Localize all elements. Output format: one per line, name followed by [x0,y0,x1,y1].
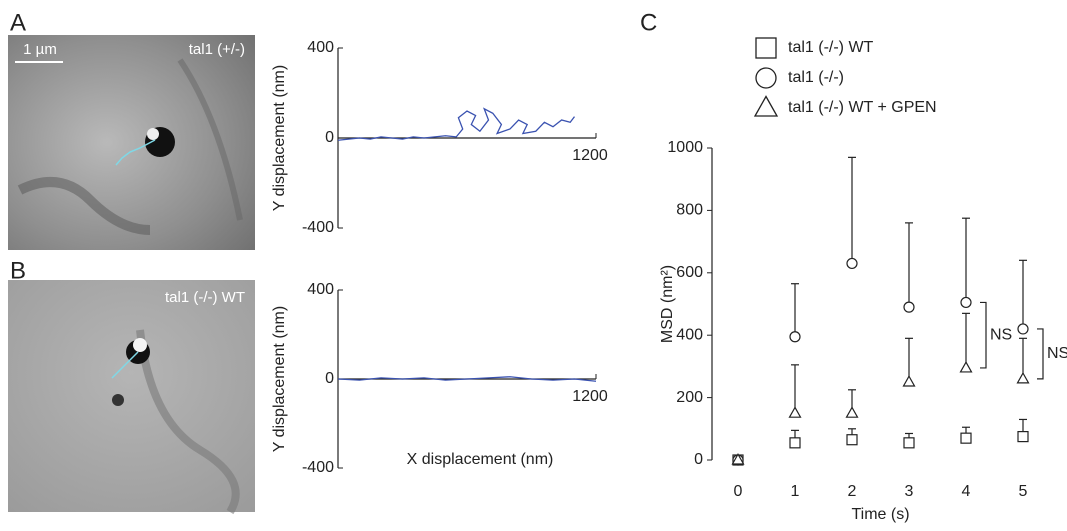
legend-label: tal1 (-/-) WT + GPEN [788,99,937,116]
marker-circle [846,257,858,270]
x-tick-label: 3 [905,483,914,500]
trajectory [337,107,576,141]
x-tick-label: 2 [848,483,857,500]
y-axis-label: Y displacement (nm) [271,306,288,452]
y-tick-label: 400 [307,281,334,298]
marker-triangle [902,375,916,387]
marker-square [960,432,972,444]
marker-circle [960,296,972,309]
y-axis-label: Y displacement (nm) [271,65,288,211]
micrograph-b: tal1 (-/-) WT [8,280,255,515]
panel-label: B [10,257,26,284]
image-label: tal1 (+/-) [189,41,245,58]
trajectory [337,376,597,382]
x-tick-label: 0 [734,483,743,500]
y-tick-label: 400 [307,39,334,56]
marker-triangle [845,406,859,418]
x-tick-label: 1200 [572,388,608,405]
y-tick-label: 800 [676,202,703,219]
bracket [980,301,987,369]
legend-label: tal1 (-/-) WT [788,39,874,56]
panel-label: A [10,9,26,36]
y-tick-label: 1000 [667,139,703,156]
marker-triangle [731,453,745,465]
marker-square [755,37,777,59]
marker-triangle [753,95,779,117]
y-tick-label: 400 [676,326,703,343]
marker-square [789,437,801,449]
y-tick-label: 0 [325,370,334,387]
marker-square [846,434,858,446]
annotation: NS [990,326,1012,343]
y-tick-label: -400 [302,459,334,476]
x-axis-label: X displacement (nm) [407,451,554,468]
y-tick-label: 0 [694,451,703,468]
x-tick-label: 1 [791,483,800,500]
marker-square [1017,431,1029,443]
marker-triangle [959,360,973,373]
marker-square [903,437,915,449]
panel-label: C [640,9,657,36]
marker-circle [903,301,915,313]
marker-circle [789,331,801,343]
x-tick-label: 4 [962,483,971,500]
legend-label: tal1 (-/-) [788,69,844,86]
marker-triangle [788,406,802,418]
annotation: NS [1047,345,1067,362]
image-label: tal1 (-/-) WT [165,289,245,306]
bracket [1037,328,1044,380]
x-tick-label: 1200 [572,147,608,164]
marker-triangle [1016,371,1030,384]
marker-circle [755,67,777,89]
micrograph-a: 1 µm tal1 (+/-) [8,35,255,250]
y-tick-label: 0 [325,129,334,146]
scale-bar-label: 1 µm [23,41,57,58]
y-tick-label: 200 [676,389,703,406]
y-axis-label: MSD (nm²) [659,265,676,343]
x-tick-label: 5 [1019,483,1028,500]
y-tick-label: 600 [676,264,703,281]
y-tick-label: -400 [302,219,334,236]
marker-circle [1017,323,1029,335]
x-axis-label: Time (s) [851,506,909,523]
